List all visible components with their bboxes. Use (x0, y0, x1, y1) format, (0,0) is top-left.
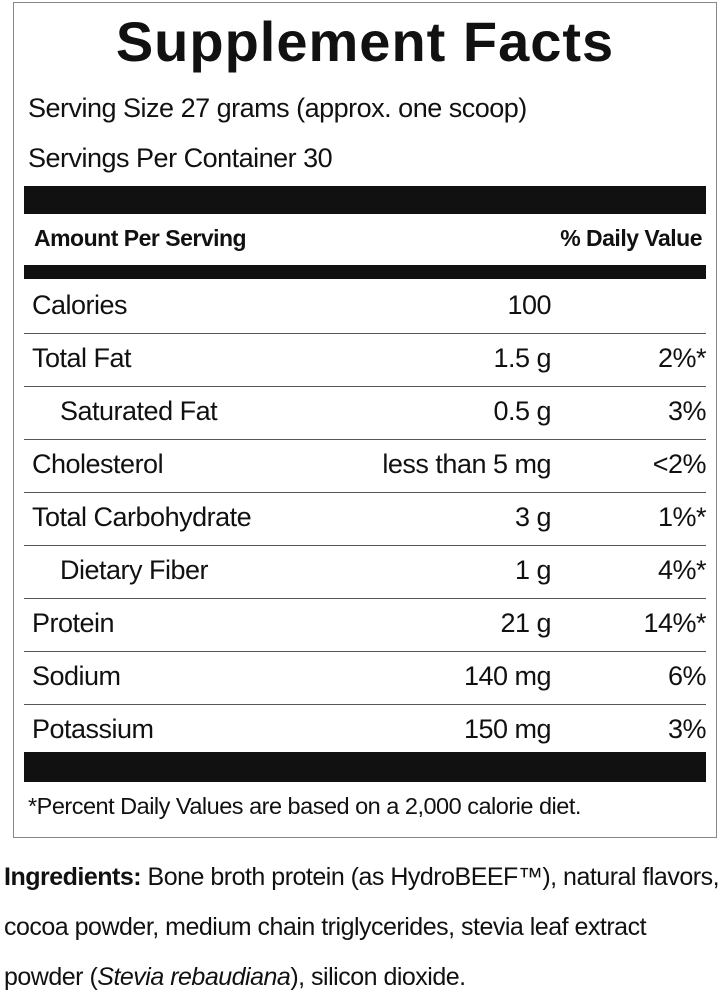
nutrient-name: Calories (32, 290, 128, 320)
nutrient-name: Cholesterol (32, 449, 164, 479)
nutrient-row: Total Carbohydrate 3 g 1%* (24, 493, 707, 546)
nutrient-amount: 3 g (514, 502, 552, 532)
nutrient-name: Total Carbohydrate (32, 502, 252, 532)
nutrient-row: Potassium 150 mg 3% (24, 705, 707, 757)
nutrient-name: Total Fat (32, 343, 132, 373)
nutrient-row: Cholesterol less than 5 mg <2% (24, 440, 707, 493)
daily-value: 2%* (657, 343, 707, 373)
nutrient-name: Dietary Fiber (60, 555, 209, 585)
amount-header: Amount Per Serving (34, 225, 247, 251)
daily-value: 6% (667, 661, 707, 691)
nutrient-amount: 21 g (500, 608, 551, 638)
servings-per-container: Servings Per Container 30 (28, 143, 333, 173)
dv-header: % Daily Value (560, 225, 702, 251)
nutrient-rows: Calories 100 Total Fat 1.5 g 2%* Saturated Fa… (24, 281, 707, 757)
nutrient-row: Sodium 140 mg 6% (24, 652, 707, 705)
ingredients-label: Ingredients: (4, 863, 142, 891)
nutrient-row: Calories 100 (24, 281, 706, 334)
serving-size: Serving Size 27 grams (approx. one scoop… (28, 93, 527, 123)
ingredients: Ingredients: Bone broth protein (as Hydr… (4, 852, 720, 1002)
divider-bar (24, 265, 706, 279)
divider-bar (24, 186, 706, 214)
footnote: *Percent Daily Values are based on a 2,0… (28, 793, 581, 819)
nutrient-name: Saturated Fat (60, 396, 218, 426)
nutrient-amount: 150 mg (463, 714, 552, 744)
nutrient-name: Potassium (32, 714, 154, 744)
ingredients-text: ), silicon dioxide. (290, 963, 466, 991)
nutrient-amount: 1 g (514, 555, 552, 585)
daily-value: <2% (652, 449, 707, 479)
nutrient-row: Protein 21 g 14%* (24, 599, 706, 652)
daily-value: 4%* (657, 555, 707, 585)
column-header: Amount Per Serving % Daily Value (34, 225, 702, 261)
facts-panel: Supplement Facts Serving Size 27 grams (… (13, 2, 717, 838)
nutrient-amount: 1.5 g (493, 343, 551, 373)
nutrient-row: Dietary Fiber 1 g 4%* (24, 546, 707, 599)
nutrient-amount: 100 (507, 290, 551, 320)
nutrient-amount: less than 5 mg (382, 449, 551, 479)
daily-value: 14%* (643, 608, 706, 638)
ingredients-text: Bone broth protein (as HydroBEEF™), natu… (4, 863, 720, 991)
ingredients-italic: Stevia rebaudiana (97, 963, 291, 991)
nutrient-row: Saturated Fat 0.5 g 3% (24, 387, 707, 440)
nutrient-name: Sodium (32, 661, 121, 691)
nutrient-amount: 140 mg (463, 661, 552, 691)
daily-value: 1%* (657, 502, 707, 532)
daily-value: 3% (667, 714, 707, 744)
daily-value: 3% (667, 396, 707, 426)
nutrient-row: Total Fat 1.5 g 2%* (24, 334, 707, 387)
nutrient-amount: 0.5 g (493, 396, 551, 426)
title: Supplement Facts (115, 10, 615, 73)
divider-bar (24, 752, 706, 782)
nutrient-name: Protein (32, 608, 115, 638)
